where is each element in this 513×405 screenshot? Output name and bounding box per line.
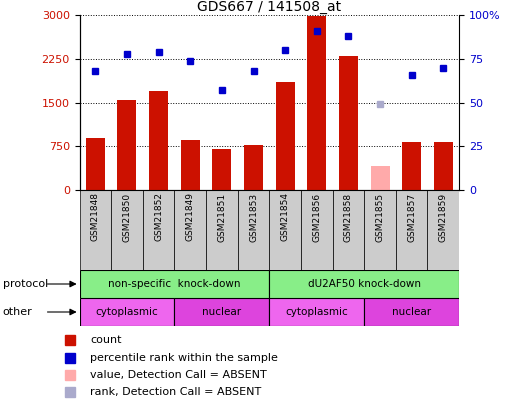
Bar	[244, 145, 263, 190]
Text: cytoplasmic: cytoplasmic	[285, 307, 348, 317]
Text: other: other	[3, 307, 32, 317]
Bar	[269, 298, 364, 326]
Text: GSM21855: GSM21855	[376, 192, 385, 241]
Bar	[434, 142, 453, 190]
Text: GSM21857: GSM21857	[407, 192, 416, 241]
Bar	[80, 270, 269, 298]
Text: GSM21851: GSM21851	[218, 192, 226, 241]
Text: GSM21848: GSM21848	[91, 192, 100, 241]
Bar	[86, 138, 105, 190]
Title: GDS667 / 141508_at: GDS667 / 141508_at	[198, 0, 341, 14]
Bar	[181, 141, 200, 190]
Bar	[269, 190, 301, 270]
Text: GSM21853: GSM21853	[249, 192, 258, 241]
Bar	[402, 142, 421, 190]
Text: GSM21858: GSM21858	[344, 192, 353, 241]
Text: GSM21849: GSM21849	[186, 192, 195, 241]
Bar	[427, 190, 459, 270]
Bar	[332, 190, 364, 270]
Text: GSM21859: GSM21859	[439, 192, 448, 241]
Bar	[117, 100, 136, 190]
Bar	[80, 190, 111, 270]
Bar	[301, 190, 332, 270]
Bar	[80, 298, 174, 326]
Bar	[396, 190, 427, 270]
Text: GSM21850: GSM21850	[123, 192, 131, 241]
Text: non-specific  knock-down: non-specific knock-down	[108, 279, 241, 289]
Bar	[111, 190, 143, 270]
Text: GSM21854: GSM21854	[281, 192, 290, 241]
Bar	[143, 190, 174, 270]
Bar	[307, 16, 326, 190]
Bar	[275, 82, 294, 190]
Text: GSM21856: GSM21856	[312, 192, 321, 241]
Text: dU2AF50 knock-down: dU2AF50 knock-down	[308, 279, 421, 289]
Text: protocol: protocol	[3, 279, 48, 289]
Text: cytoplasmic: cytoplasmic	[95, 307, 159, 317]
Bar	[364, 298, 459, 326]
Text: nuclear: nuclear	[392, 307, 431, 317]
Bar	[238, 190, 269, 270]
Bar	[149, 91, 168, 190]
Text: nuclear: nuclear	[202, 307, 242, 317]
Bar	[206, 190, 238, 270]
Bar	[212, 149, 231, 190]
Text: value, Detection Call = ABSENT: value, Detection Call = ABSENT	[90, 370, 267, 380]
Text: GSM21852: GSM21852	[154, 192, 163, 241]
Bar	[269, 270, 459, 298]
Bar	[370, 166, 389, 190]
Text: percentile rank within the sample: percentile rank within the sample	[90, 353, 278, 362]
Bar	[174, 298, 269, 326]
Bar	[364, 190, 396, 270]
Bar	[174, 190, 206, 270]
Text: count: count	[90, 335, 122, 345]
Text: rank, Detection Call = ABSENT: rank, Detection Call = ABSENT	[90, 387, 262, 397]
Bar	[339, 56, 358, 190]
